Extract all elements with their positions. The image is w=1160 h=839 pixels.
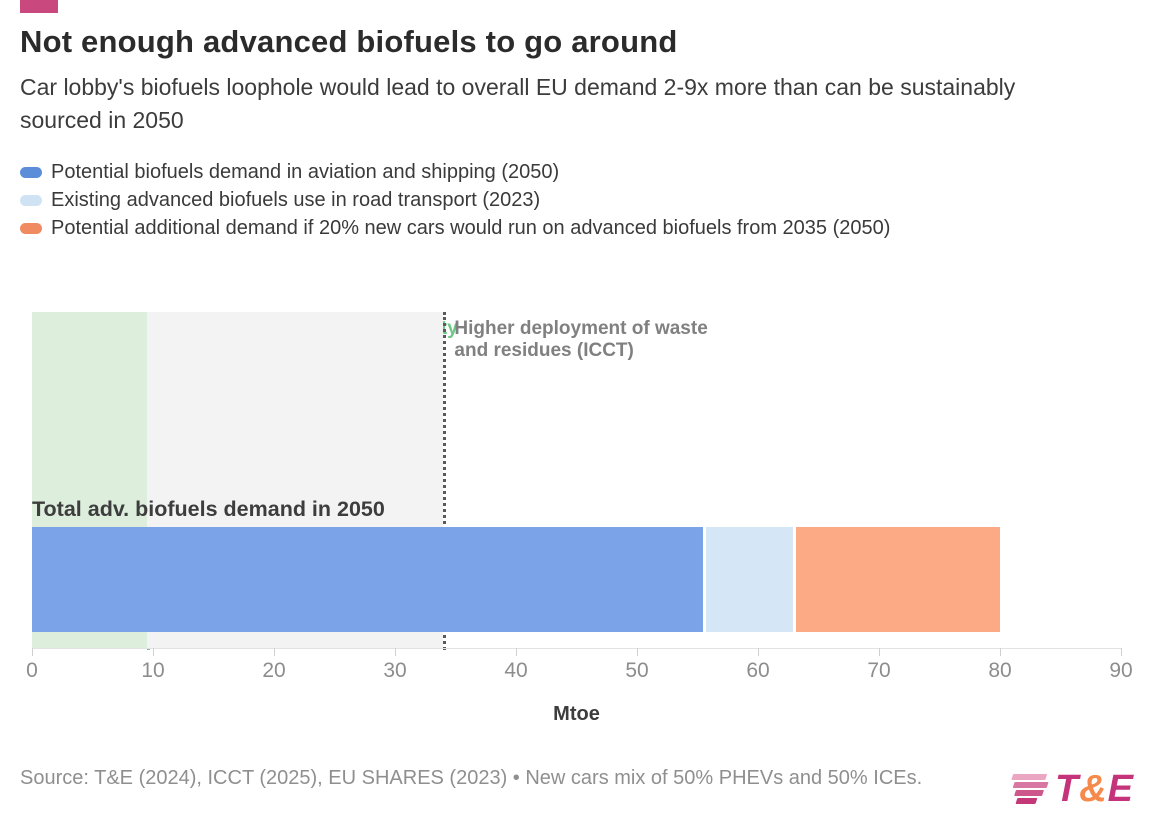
- x-axis-tick-label: 20: [262, 659, 286, 682]
- bar-segment: [796, 527, 1000, 632]
- te-logo-text: T&E: [1055, 768, 1134, 811]
- legend-marker-icon: [20, 222, 42, 234]
- x-axis-tick: [516, 648, 517, 656]
- x-axis-tick: [153, 648, 154, 656]
- x-axis-title: Mtoe: [553, 703, 600, 725]
- legend-label: Existing advanced biofuels use in road t…: [51, 188, 541, 211]
- legend-item: Potential additional demand if 20% new c…: [20, 214, 890, 242]
- legend-marker-icon: [20, 166, 42, 178]
- logo-ampersand: &: [1079, 768, 1108, 810]
- logo-stripe: [1012, 781, 1049, 788]
- logo-letter-e: E: [1107, 768, 1135, 810]
- legend-item: Potential biofuels demand in aviation an…: [20, 158, 890, 186]
- bar-segment: [705, 527, 794, 632]
- x-axis-tick: [274, 648, 275, 656]
- x-axis-tick-label: 40: [504, 659, 528, 682]
- chart-subtitle: Car lobby's biofuels loophole would lead…: [20, 74, 1016, 133]
- x-axis-tick-label: 50: [625, 659, 649, 682]
- source-note: Source: T&E (2024), ICCT (2025), EU SHAR…: [20, 767, 923, 789]
- x-axis-tick-label: 90: [1109, 659, 1133, 682]
- legend: Potential biofuels demand in aviation an…: [20, 158, 890, 242]
- x-axis-tick: [879, 648, 880, 656]
- x-axis-tick-label: 10: [141, 659, 165, 682]
- x-axis-tick: [758, 648, 759, 656]
- x-axis-tick: [32, 648, 33, 656]
- logo-stripe: [1015, 797, 1038, 804]
- bar-label: Total adv. biofuels demand in 2050: [32, 497, 385, 521]
- reference-annotation: Higher deployment of waste and residues …: [454, 318, 708, 361]
- logo-stripe: [1011, 773, 1048, 780]
- te-logo-mark-icon: [1003, 773, 1051, 806]
- legend-item: Existing advanced biofuels use in road t…: [20, 186, 890, 214]
- legend-marker-icon: [20, 194, 42, 206]
- te-logo: T&E: [1008, 768, 1134, 811]
- x-axis-tick: [637, 648, 638, 656]
- legend-label: Potential additional demand if 20% new c…: [51, 216, 891, 239]
- x-axis-tick: [1121, 648, 1122, 656]
- x-axis-line: [32, 648, 1121, 649]
- page-title: Not enough advanced biofuels to go aroun…: [20, 24, 678, 59]
- plot-area: EU advanced biofuels availability with s…: [26, 312, 1133, 725]
- logo-letter-t: T: [1055, 768, 1080, 810]
- x-axis-tick-label: 30: [383, 659, 407, 682]
- x-axis-tick: [395, 648, 396, 656]
- brand-accent-square: [20, 0, 58, 13]
- x-axis-tick-label: 80: [988, 659, 1012, 682]
- x-axis-tick-label: 0: [26, 659, 38, 682]
- x-axis-tick-label: 60: [746, 659, 770, 682]
- logo-stripe: [1014, 789, 1044, 796]
- x-axis-tick-label: 70: [867, 659, 891, 682]
- reference-line: [443, 312, 447, 650]
- bar-segment: [32, 527, 703, 632]
- legend-label: Potential biofuels demand in aviation an…: [51, 160, 560, 183]
- x-axis-tick: [1000, 648, 1001, 656]
